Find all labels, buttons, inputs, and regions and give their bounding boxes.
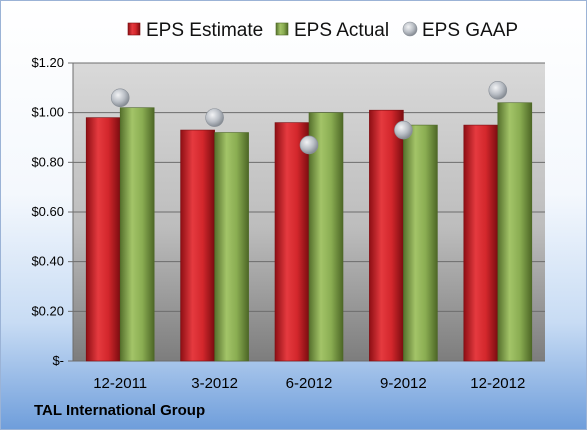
y-tick-label: $0.20 bbox=[31, 303, 64, 318]
bar-eps-estimate bbox=[369, 109, 404, 362]
bar-eps-actual bbox=[214, 132, 249, 362]
y-tick-label: $0.80 bbox=[31, 154, 64, 169]
bar-eps-estimate bbox=[180, 129, 215, 362]
legend-eps-estimate-label: EPS Estimate bbox=[146, 20, 263, 41]
marker-eps-gaap bbox=[394, 120, 413, 140]
x-tick-label: 9-2012 bbox=[380, 375, 427, 392]
legend-eps-gaap-label: EPS GAAP bbox=[422, 20, 518, 41]
bar-eps-actual bbox=[403, 124, 438, 362]
y-tick-label: $0.60 bbox=[31, 204, 64, 219]
bar-eps-actual bbox=[308, 112, 344, 362]
legend-eps-actual-label: EPS Actual bbox=[294, 20, 389, 41]
legend-eps-estimate-swatch bbox=[127, 22, 141, 36]
legend-eps-actual-swatch bbox=[275, 22, 289, 36]
bar-eps-actual bbox=[497, 102, 533, 362]
x-tick-label: 3-2012 bbox=[191, 375, 238, 392]
y-tick-label: $0.40 bbox=[31, 254, 64, 269]
company-name: TAL International Group bbox=[34, 402, 206, 419]
bar-eps-estimate bbox=[463, 124, 499, 362]
x-tick-label: 12-2012 bbox=[470, 375, 525, 392]
marker-eps-gaap bbox=[110, 88, 130, 108]
y-tick-label: $1.20 bbox=[31, 55, 64, 70]
y-tick-label: $- bbox=[52, 353, 64, 368]
legend-eps-gaap-swatch bbox=[402, 21, 418, 37]
x-tick-label: 6-2012 bbox=[286, 375, 333, 392]
y-tick-label: $1.00 bbox=[31, 105, 64, 120]
x-tick-label: 12-2011 bbox=[93, 375, 147, 392]
marker-eps-gaap bbox=[205, 108, 224, 127]
bar-eps-estimate bbox=[85, 117, 121, 362]
marker-eps-gaap bbox=[488, 81, 508, 100]
bar-eps-actual bbox=[119, 107, 155, 362]
bar-eps-estimate bbox=[274, 122, 310, 362]
marker-eps-gaap bbox=[299, 135, 319, 155]
